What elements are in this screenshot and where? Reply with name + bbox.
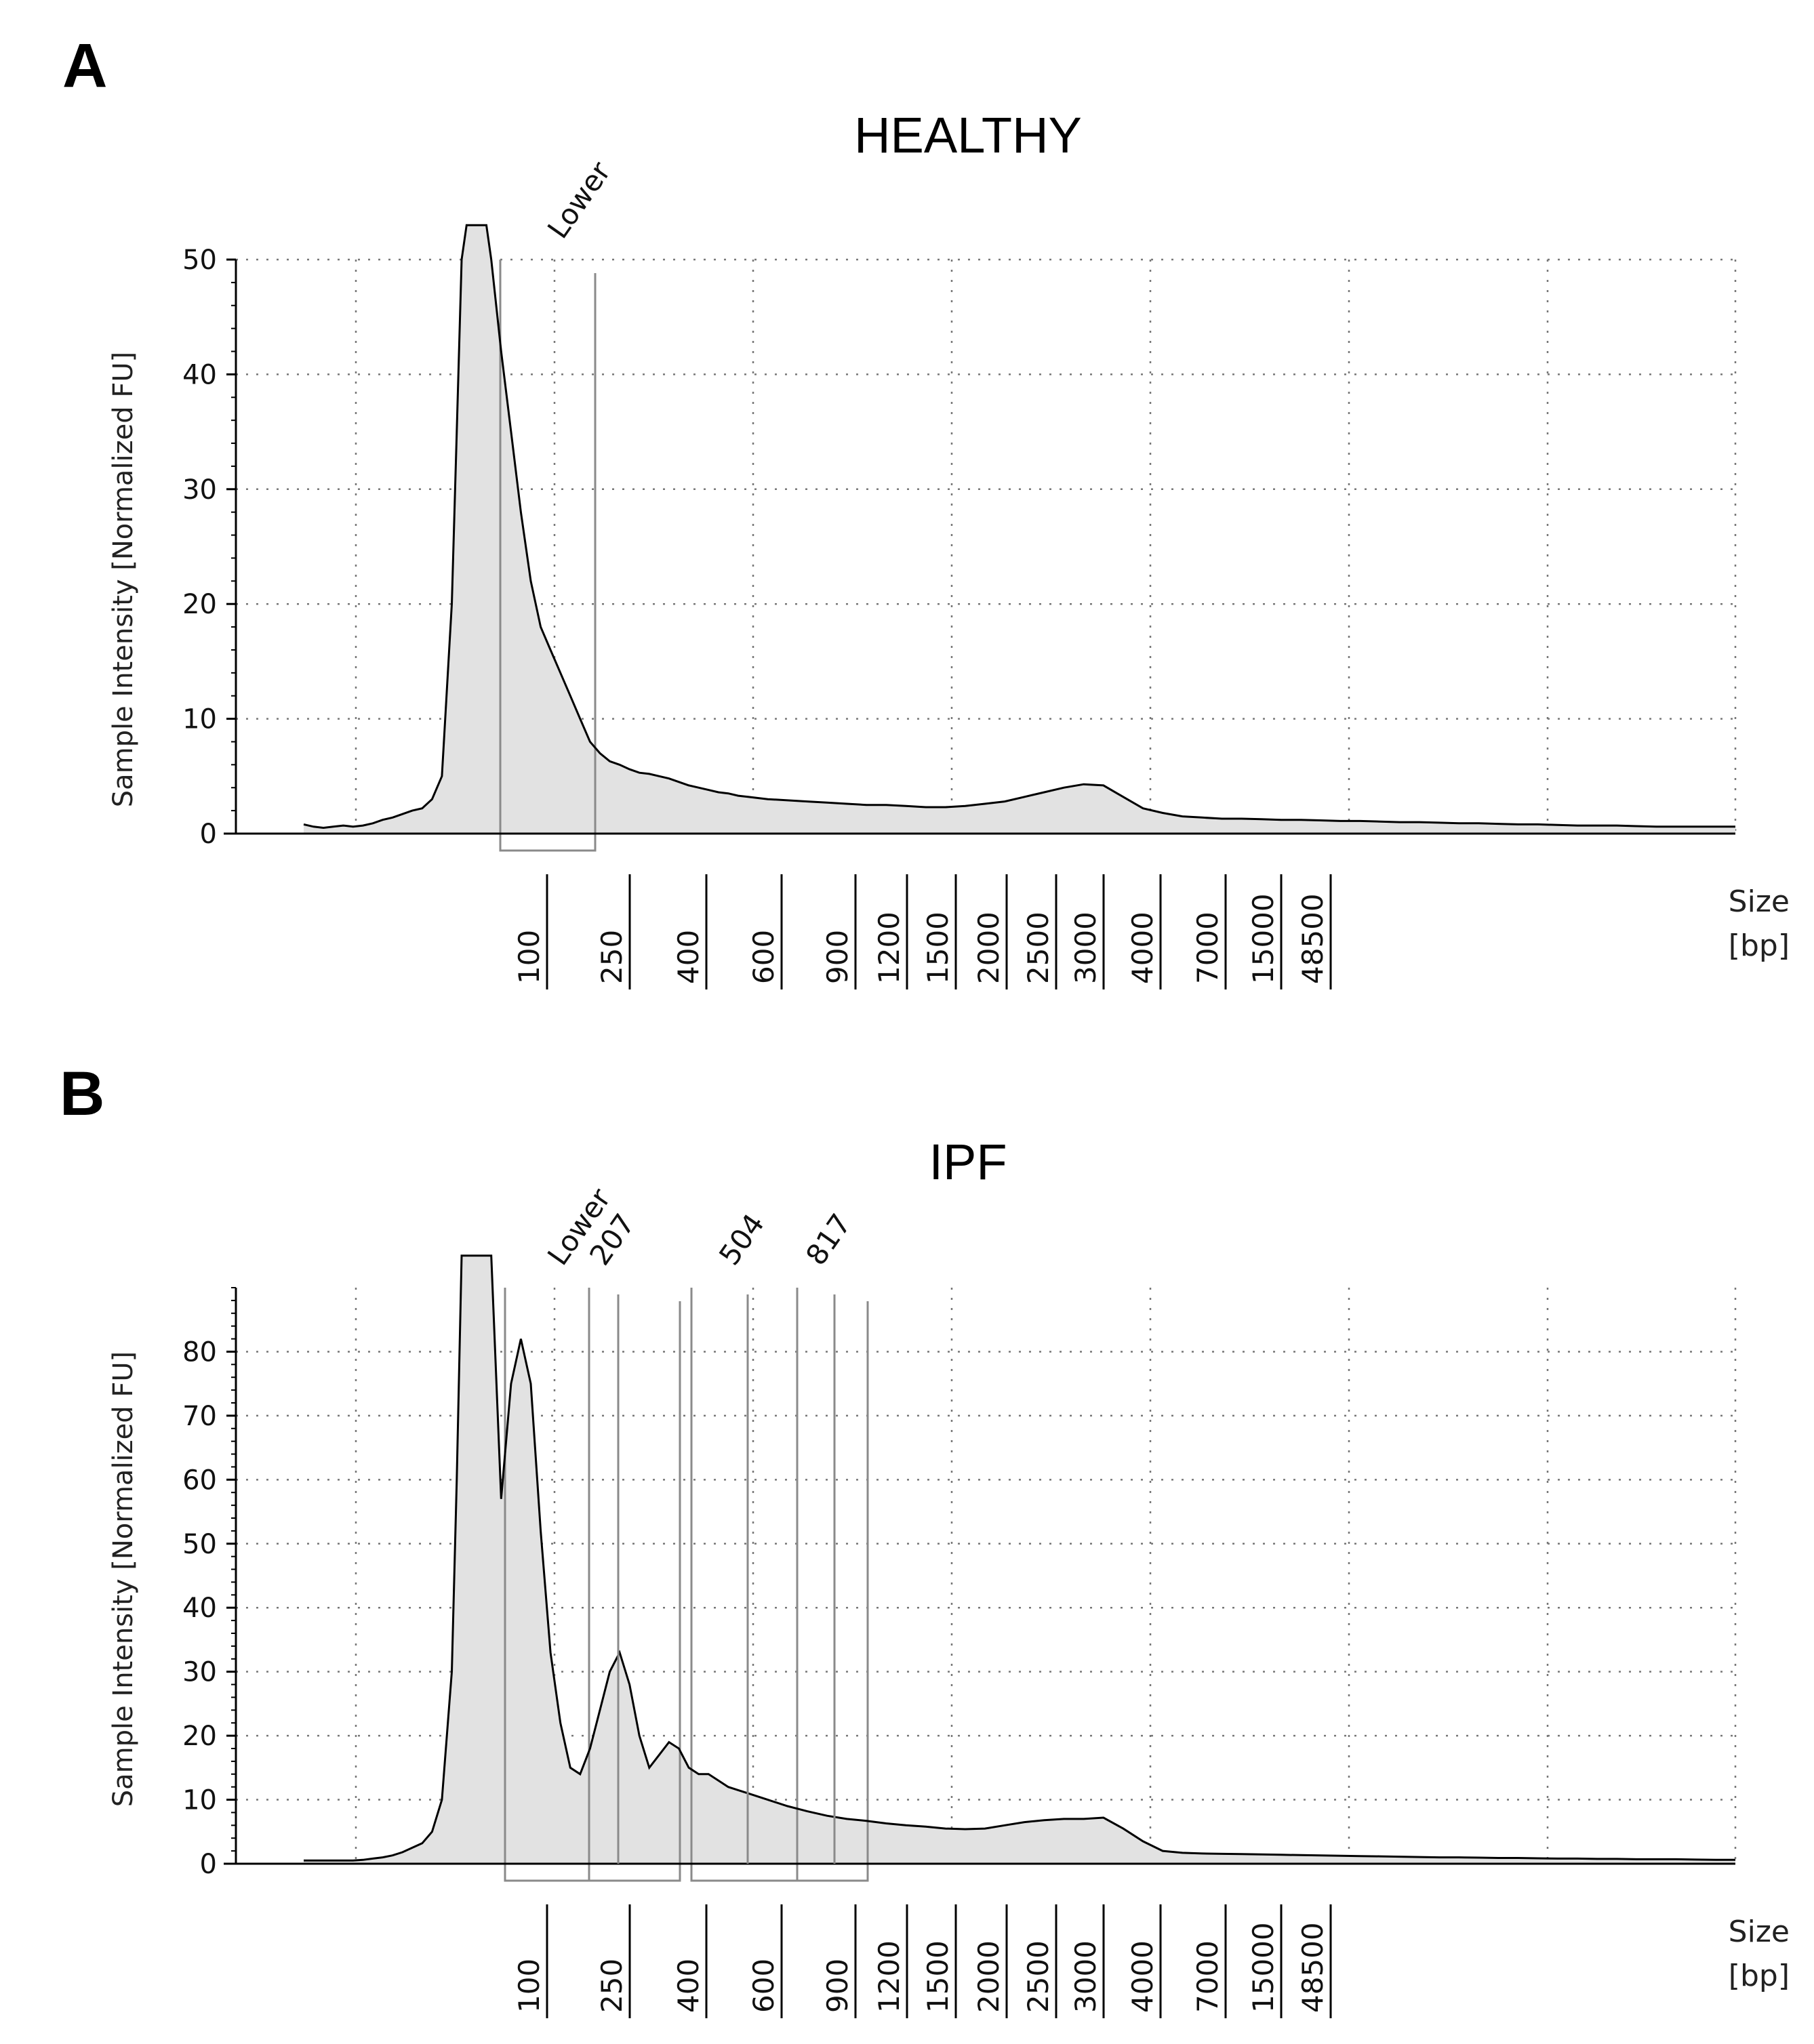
size-ladder-label: 250	[595, 930, 628, 984]
size-ladder-label: 2000	[972, 1940, 1005, 2013]
y-tick-label: 40	[182, 359, 217, 390]
size-ladder-label: 400	[672, 1959, 705, 2013]
y-tick-label: 40	[182, 1593, 217, 1624]
size-ladder-label: 1500	[921, 912, 954, 984]
size-ladder-label: 400	[672, 930, 705, 984]
y-tick-label: 10	[182, 1785, 217, 1816]
size-ladder-label: 2500	[1022, 912, 1055, 984]
y-tick-label: 20	[182, 1721, 217, 1752]
panel-b-x-unit-size: Size	[1729, 1915, 1790, 1949]
panel-a-y-axis-label: Sample Intensity [Normalized FU]	[108, 352, 139, 808]
panel-a-trace-area	[304, 225, 1735, 834]
size-ladder-label: 100	[512, 930, 546, 984]
panel-b-title: IPF	[929, 1134, 1007, 1190]
panel-a-size-ladder: 100 250 400 600 900 1200 1500 2000 2500 3000 4000 7…	[512, 874, 1332, 989]
size-ladder-label: 600	[747, 930, 780, 984]
peak-label: Lower	[541, 155, 618, 245]
size-ladder-label: 15000	[1247, 1922, 1280, 2013]
size-ladder-label: 7000	[1191, 912, 1224, 984]
y-tick-label: 30	[182, 474, 217, 506]
panel-a-letter: A	[62, 31, 107, 100]
y-tick-label: 0	[200, 819, 217, 850]
y-tick-label: 80	[182, 1336, 217, 1368]
size-ladder-label: 7000	[1191, 1940, 1224, 2013]
y-tick-label: 60	[182, 1465, 217, 1496]
panel-b-peak-windows	[504, 1288, 869, 1882]
panel-a-trace-line	[303, 224, 1735, 830]
peak-label: 504	[712, 1208, 771, 1271]
size-ladder-label: 4000	[1126, 1940, 1159, 2013]
y-tick-label: 50	[182, 245, 217, 276]
panel-a-x-unit-bp: [bp]	[1729, 928, 1790, 963]
panel-b-letter: B	[60, 1059, 104, 1128]
panel-b: B IPF Sample Intensity [Normalized FU] 0…	[60, 1059, 1790, 2018]
size-ladder-label: 48500	[1296, 1922, 1329, 2013]
y-tick-label: 30	[182, 1657, 217, 1688]
size-ladder-label: 2500	[1022, 1940, 1055, 2013]
panel-a-y-ticks: 0 10 20 30 40 50	[182, 245, 236, 850]
size-ladder-label: 2000	[972, 912, 1005, 984]
peak-window	[499, 260, 597, 852]
peak-window	[588, 1288, 681, 1882]
panel-a-peak-labels: Lower	[541, 155, 618, 245]
size-ladder-label: 1200	[872, 912, 906, 984]
panel-b-y-ticks: 0 10 20 30 40 50 60 70 80	[182, 1287, 236, 1880]
panel-b-trace-line	[304, 1254, 1735, 1862]
size-ladder-label: 600	[747, 1959, 780, 2013]
size-ladder-label: 900	[821, 930, 854, 984]
panel-a-x-unit-size: Size	[1729, 884, 1790, 919]
size-ladder-label: 1200	[872, 1940, 906, 2013]
panel-b-x-unit-bp: [bp]	[1729, 1959, 1790, 1993]
y-tick-label: 0	[200, 1849, 217, 1880]
size-ladder-label: 3000	[1069, 912, 1102, 984]
panel-b-size-ladder: 100 250 400 600 900 1200 1500 2000 2500 3000 4000 7…	[512, 1904, 1332, 2018]
y-tick-label: 20	[182, 589, 217, 620]
size-ladder-label: 1500	[921, 1940, 954, 2013]
panel-b-y-axis-label: Sample Intensity [Normalized FU]	[108, 1351, 139, 1807]
size-ladder-label: 4000	[1126, 912, 1159, 984]
panel-b-trace-area	[304, 1255, 1735, 1864]
size-ladder-label: 3000	[1069, 1940, 1102, 2013]
panel-a-title: HEALTHY	[854, 107, 1082, 163]
panel-a: A HEALTHY Sample Intensity [Normalized F…	[62, 31, 1790, 989]
size-ladder-label: 48500	[1296, 893, 1329, 984]
size-ladder-label: 250	[595, 1959, 628, 2013]
peak-window	[796, 1288, 869, 1882]
size-ladder-label: 15000	[1247, 893, 1280, 984]
size-ladder-label: 900	[821, 1959, 854, 2013]
peak-label: 817	[799, 1208, 858, 1271]
y-tick-label: 10	[182, 704, 217, 735]
y-tick-label: 50	[182, 1529, 217, 1560]
y-tick-label: 70	[182, 1401, 217, 1432]
size-ladder-label: 100	[512, 1959, 546, 2013]
panel-a-peak-windows	[499, 260, 597, 852]
